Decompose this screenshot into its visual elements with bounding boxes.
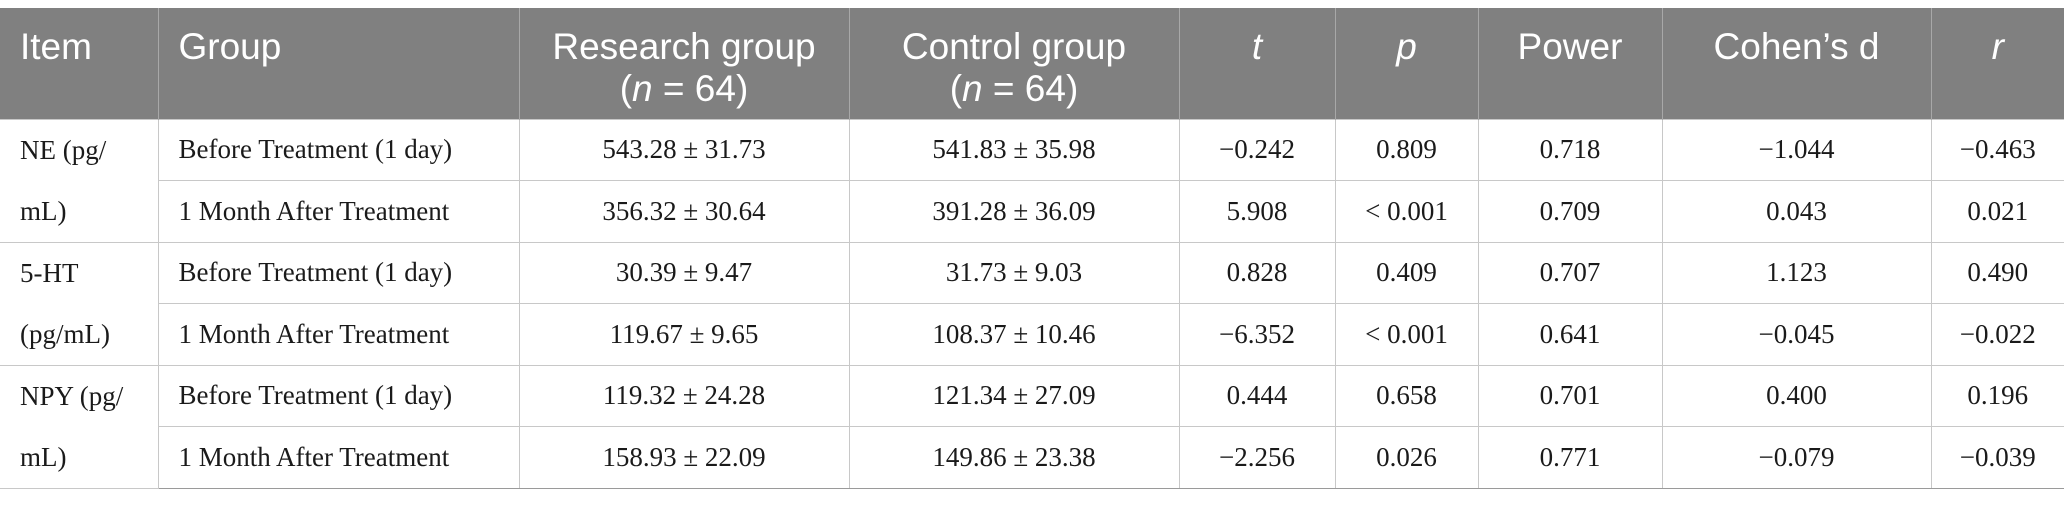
header-power: Power xyxy=(1477,8,1662,119)
group-cell: Before Treatment (1 day) xyxy=(157,241,520,304)
r-cell: 0.196 xyxy=(1930,364,2064,427)
control-cell: 31.73 ± 9.03 xyxy=(848,241,1180,304)
item-cell: NE (pg/ mL) xyxy=(0,118,159,243)
power-cell: 0.707 xyxy=(1477,241,1663,304)
research-cell: 158.93 ± 22.09 xyxy=(518,426,850,489)
header-row: Item Group Research group (n = 64) Contr… xyxy=(0,8,2064,119)
r-cell: 0.490 xyxy=(1930,241,2064,304)
table-row: NPY (pg/ mL) Before Treatment (1 day) 11… xyxy=(0,364,2064,489)
research-cell: 356.32 ± 30.64 xyxy=(518,180,850,243)
header-p-label: p xyxy=(1396,26,1417,67)
header-control-n: n xyxy=(962,68,983,109)
item-cell: NPY (pg/ mL) xyxy=(0,364,159,489)
header-control-n-value: = 64) xyxy=(982,68,1079,109)
p-cell: 0.026 xyxy=(1334,426,1479,489)
control-cell: 149.86 ± 23.38 xyxy=(848,426,1180,489)
group-cell: 1 Month After Treatment xyxy=(157,303,520,366)
results-table: Item Group Research group (n = 64) Contr… xyxy=(0,8,2064,489)
power-cell: 0.709 xyxy=(1477,180,1663,243)
cohens-d-cell: 0.400 xyxy=(1661,364,1932,427)
control-cell: 108.37 ± 10.46 xyxy=(848,303,1180,366)
research-cell: 119.67 ± 9.65 xyxy=(518,303,850,366)
table-row: NE (pg/ mL) Before Treatment (1 day) 543… xyxy=(0,118,2064,243)
cohens-d-cell: −0.045 xyxy=(1661,303,1932,366)
control-cell: 391.28 ± 36.09 xyxy=(848,180,1180,243)
power-cell: 0.701 xyxy=(1477,364,1663,427)
r-cell: −0.463 xyxy=(1930,118,2064,181)
table-row: 1 Month After Treatment 356.32 ± 30.64 3… xyxy=(0,180,2064,243)
power-cell: 0.641 xyxy=(1477,303,1663,366)
item-cell: 5-HT (pg/mL) xyxy=(0,241,159,366)
header-t: t xyxy=(1178,8,1335,119)
group-cell: 1 Month After Treatment xyxy=(157,426,520,489)
cohens-d-cell: 1.123 xyxy=(1661,241,1932,304)
t-cell: −2.256 xyxy=(1178,426,1336,489)
group-cell: 1 Month After Treatment xyxy=(157,180,520,243)
table-row: 1 Month After Treatment 158.93 ± 22.09 1… xyxy=(0,426,2064,489)
header-research-n-value: = 64) xyxy=(652,68,749,109)
table-row: 5-HT (pg/mL) Before Treatment (1 day) 30… xyxy=(0,241,2064,366)
header-item: Item xyxy=(0,8,158,119)
cohens-d-cell: 0.043 xyxy=(1661,180,1932,243)
header-research-label: Research group xyxy=(552,26,816,67)
control-cell: 121.34 ± 27.09 xyxy=(848,364,1180,427)
header-p: p xyxy=(1334,8,1478,119)
header-control-paren: ( xyxy=(949,68,963,109)
research-cell: 119.32 ± 24.28 xyxy=(518,364,850,427)
header-t-label: t xyxy=(1251,26,1263,67)
header-research-n: n xyxy=(632,68,653,109)
header-r: r xyxy=(1930,8,2064,119)
p-cell: 0.809 xyxy=(1334,118,1479,181)
cohens-d-cell: −1.044 xyxy=(1661,118,1932,181)
group-cell: Before Treatment (1 day) xyxy=(157,118,520,181)
p-cell: < 0.001 xyxy=(1334,303,1479,366)
header-control-label: Control group xyxy=(901,26,1127,67)
research-cell: 30.39 ± 9.47 xyxy=(518,241,850,304)
r-cell: −0.039 xyxy=(1930,426,2064,489)
header-group: Group xyxy=(157,8,519,119)
power-cell: 0.771 xyxy=(1477,426,1663,489)
header-cohens-d: Cohen’s d xyxy=(1661,8,1931,119)
r-cell: −0.022 xyxy=(1930,303,2064,366)
p-cell: 0.409 xyxy=(1334,241,1479,304)
power-cell: 0.718 xyxy=(1477,118,1663,181)
research-cell: 543.28 ± 31.73 xyxy=(518,118,850,181)
table-row: 1 Month After Treatment 119.67 ± 9.65 10… xyxy=(0,303,2064,366)
header-research-paren: ( xyxy=(619,68,633,109)
t-cell: −6.352 xyxy=(1178,303,1336,366)
t-cell: 0.828 xyxy=(1178,241,1336,304)
group-cell: Before Treatment (1 day) xyxy=(157,364,520,427)
cohens-d-cell: −0.079 xyxy=(1661,426,1932,489)
t-cell: 0.444 xyxy=(1178,364,1336,427)
t-cell: −0.242 xyxy=(1178,118,1336,181)
t-cell: 5.908 xyxy=(1178,180,1336,243)
header-r-label: r xyxy=(1991,26,2004,67)
p-cell: 0.658 xyxy=(1334,364,1479,427)
p-cell: < 0.001 xyxy=(1334,180,1479,243)
control-cell: 541.83 ± 35.98 xyxy=(848,118,1180,181)
header-control-group: Control group (n = 64) xyxy=(848,8,1179,119)
header-research-group: Research group (n = 64) xyxy=(518,8,849,119)
r-cell: 0.021 xyxy=(1930,180,2064,243)
